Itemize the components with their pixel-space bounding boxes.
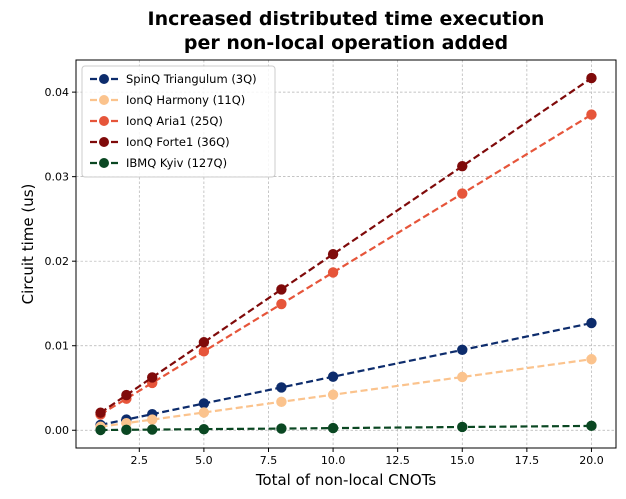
legend-label: IonQ Aria1 (25Q) [126,114,223,128]
chart-title-line-1: Increased distributed time execution [148,8,545,30]
legend: SpinQ Triangulum (3Q) IonQ Harmony (11Q) I… [81,65,276,178]
data-point [457,188,468,199]
legend-marker [99,137,109,147]
plot-frame [75,59,617,449]
y-tick-label: 0.01 [45,340,70,353]
legend-box [81,65,276,178]
x-tick-label: 5.0 [195,454,213,467]
y-tick-label: 0.04 [45,86,70,99]
data-point [327,371,339,382]
series-line [100,322,592,426]
x-tick-label: 7.5 [260,454,278,467]
data-point [121,424,132,436]
x-tick-label: 15.0 [450,454,475,467]
x-tick-label: 20.0 [579,454,604,467]
y-tick-label: 0.02 [45,255,70,268]
data-point [121,389,132,401]
data-point [276,382,287,393]
series-line [100,424,592,432]
data-point [586,72,597,84]
legend-marker [99,74,109,84]
legend-item: IonQ Forte1 (36Q) [90,135,230,149]
y-axis-label: Circuit time (us) [19,184,37,305]
legend-marker [99,95,109,105]
series-line [100,358,592,428]
data-point [198,407,210,418]
data-point [586,420,597,432]
data-point [147,414,158,425]
x-tick-label: 2.5 [131,454,149,467]
x-axis-label: Total of non-local CNOTs [255,471,437,489]
legend-item: SpinQ Triangulum (3Q) [90,72,257,86]
data-point [198,423,210,435]
data-point [276,396,287,408]
data-point [95,407,106,418]
data-point [327,389,339,400]
legend-label: SpinQ Triangulum (3Q) [126,72,257,86]
legend-label: IonQ Forte1 (36Q) [126,135,230,149]
legend-item: IBMQ Kyiv (127Q) [90,156,227,170]
data-point [276,298,287,310]
x-tick-label: 17.5 [515,454,540,467]
data-point [457,371,468,383]
series-ionq-forte1-36q [95,72,597,418]
x-tick-label: 10.0 [321,454,346,467]
series-spinq-triangulum-3q [95,317,597,431]
data-point [586,317,597,329]
series-line [99,77,593,414]
legend-item: IonQ Harmony (11Q) [90,93,245,107]
data-point [586,109,597,120]
data-point [457,344,468,356]
data-point [327,248,339,260]
data-point [586,354,597,365]
axis-ticks: 2.5 5.0 7.5 10.0 12.5 15.0 17.5 20.0 0.00 0.01 0.0… [45,86,604,467]
legend-item: IonQ Aria1 (25Q) [90,114,223,128]
data-point [457,421,468,433]
data-point [198,398,210,409]
data-point [327,422,339,434]
data-point [147,372,158,383]
data-point [276,423,287,434]
legend-label: IonQ Harmony (11Q) [126,93,245,107]
data-point [147,424,158,435]
legend-marker [99,116,109,126]
legend-label: IBMQ Kyiv (127Q) [126,156,227,170]
data-point [198,337,210,348]
data-point [95,424,106,436]
y-tick-label: 0.00 [45,424,70,437]
x-tick-label: 12.5 [385,454,410,467]
chart-title-line-2: per non-local operation added [184,32,508,54]
y-tick-label: 0.03 [45,171,70,184]
data-point [198,346,210,357]
data-point [276,284,287,295]
data-point [457,160,468,172]
plot-series [95,72,597,436]
data-point [327,267,339,278]
series-ibmq-kyiv-127q [95,420,597,436]
legend-marker [99,158,109,168]
